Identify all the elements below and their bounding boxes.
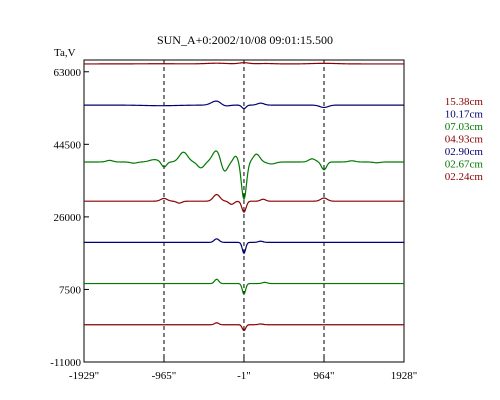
legend-item-1: 10.17cm xyxy=(445,109,484,121)
legend-item-5: 02.67cm xyxy=(445,159,484,171)
legend-item-0: 15.38cm xyxy=(445,96,484,108)
series-line-02.24cm xyxy=(84,322,404,332)
x-tick-label-2: -1" xyxy=(237,370,251,382)
x-tick-label-0: -1929" xyxy=(69,370,99,382)
legend-item-3: 04.93cm xyxy=(445,134,484,146)
series-line-02.90cm xyxy=(84,238,404,255)
y-tick-label-0: -11000 xyxy=(50,357,81,369)
y-tick-label-2: 26000 xyxy=(54,212,82,224)
series-line-07.03cm xyxy=(84,150,404,201)
series-line-02.67cm xyxy=(84,278,404,296)
series-line-04.93cm xyxy=(84,193,404,213)
y-axis-label: Ta,V xyxy=(54,47,76,59)
y-tick-label-4: 63000 xyxy=(54,67,82,79)
legend-item-4: 02.90cm xyxy=(445,146,484,158)
x-tick-label-3: 964" xyxy=(314,370,335,382)
y-tick-label-3: 44500 xyxy=(54,139,82,151)
x-tick-label-4: 1928" xyxy=(391,370,418,382)
series-group xyxy=(84,62,404,332)
legend-item-2: 07.03cm xyxy=(445,121,484,133)
legend: 15.38cm10.17cm07.03cm04.93cm02.90cm02.67… xyxy=(445,96,484,183)
series-line-10.17cm xyxy=(84,100,404,110)
grid-lines xyxy=(163,60,325,362)
chart-title: SUN_A+0:2002/10/08 09:01:15.500 xyxy=(157,33,333,47)
series-line-15.38cm xyxy=(84,62,404,65)
axis-ticks: -11000 7500 26000 44500 63000 -1929" -965" -1" 9… xyxy=(50,67,417,382)
legend-item-6: 02.24cm xyxy=(445,171,484,183)
x-tick-label-1: -965" xyxy=(152,370,177,382)
y-tick-label-1: 7500 xyxy=(59,284,82,296)
